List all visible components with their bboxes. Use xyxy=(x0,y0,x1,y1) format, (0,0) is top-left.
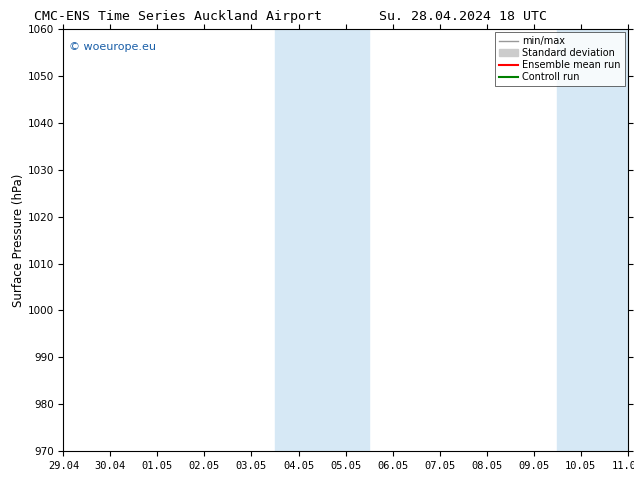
Text: Su. 28.04.2024 18 UTC: Su. 28.04.2024 18 UTC xyxy=(379,10,547,23)
Text: © woeurope.eu: © woeurope.eu xyxy=(69,42,156,52)
Y-axis label: Surface Pressure (hPa): Surface Pressure (hPa) xyxy=(11,173,25,307)
Legend: min/max, Standard deviation, Ensemble mean run, Controll run: min/max, Standard deviation, Ensemble me… xyxy=(495,32,624,86)
Text: CMC-ENS Time Series Auckland Airport: CMC-ENS Time Series Auckland Airport xyxy=(34,10,321,23)
Bar xyxy=(557,29,628,451)
Bar xyxy=(275,29,369,451)
